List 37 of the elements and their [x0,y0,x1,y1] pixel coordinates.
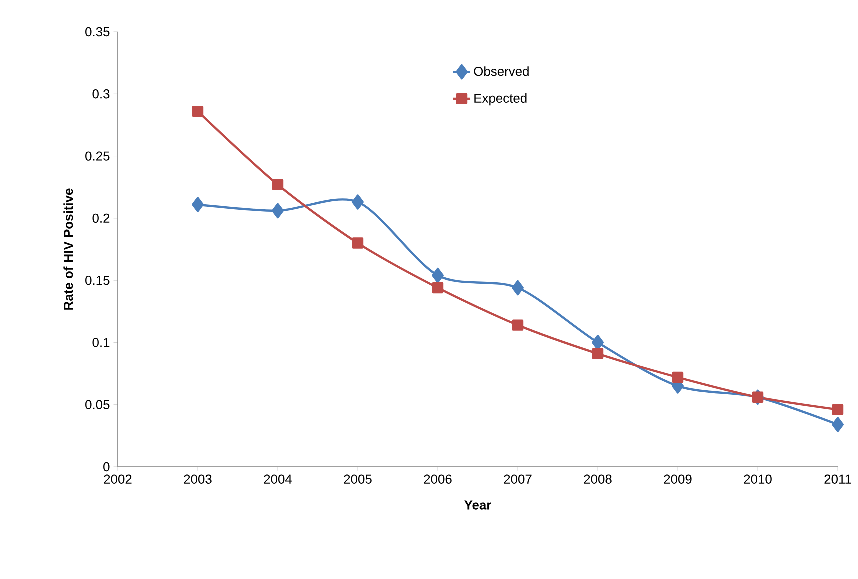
legend-label: Expected [474,93,527,106]
x-axis-title: Year [464,500,492,510]
point [272,179,284,190]
x-tick-label: 2004 [264,474,292,484]
point [592,348,604,360]
y-tick-label: 0.05 [86,400,110,410]
point [272,203,284,219]
point [352,238,364,249]
y-tick-label: 0 [104,462,110,472]
x-tick-label: 2008 [584,474,612,484]
x-tick-label: 2009 [664,474,692,484]
x-tick-label: 2011 [824,474,852,484]
point [192,197,204,212]
y-tick-label: 0.3 [92,90,110,99]
legend-label: Observed [474,66,529,76]
y-tick-label: 0.1 [92,338,110,348]
point [672,372,684,384]
point [512,280,524,296]
x-tick-label: 2002 [104,474,132,484]
x-tick-label: 2007 [504,474,532,484]
point [432,268,444,284]
x-tick-label: 2010 [744,474,772,484]
y-tick-label: 0.15 [86,276,110,286]
point [432,282,444,294]
point [832,404,844,416]
y-tick-label: 0.25 [86,152,110,161]
x-tick-label: 2003 [184,474,212,484]
point [512,320,524,331]
x-tick-label: 2006 [424,474,452,484]
y-tick-label: 0.2 [92,214,110,224]
point [832,417,844,432]
x-tick-label: 2005 [344,474,372,484]
y-tick-label: 0.35 [86,27,110,37]
point [192,106,204,118]
y-axis-title: Rate of HIV Positive [64,188,74,310]
point [592,335,604,350]
point [352,194,364,210]
